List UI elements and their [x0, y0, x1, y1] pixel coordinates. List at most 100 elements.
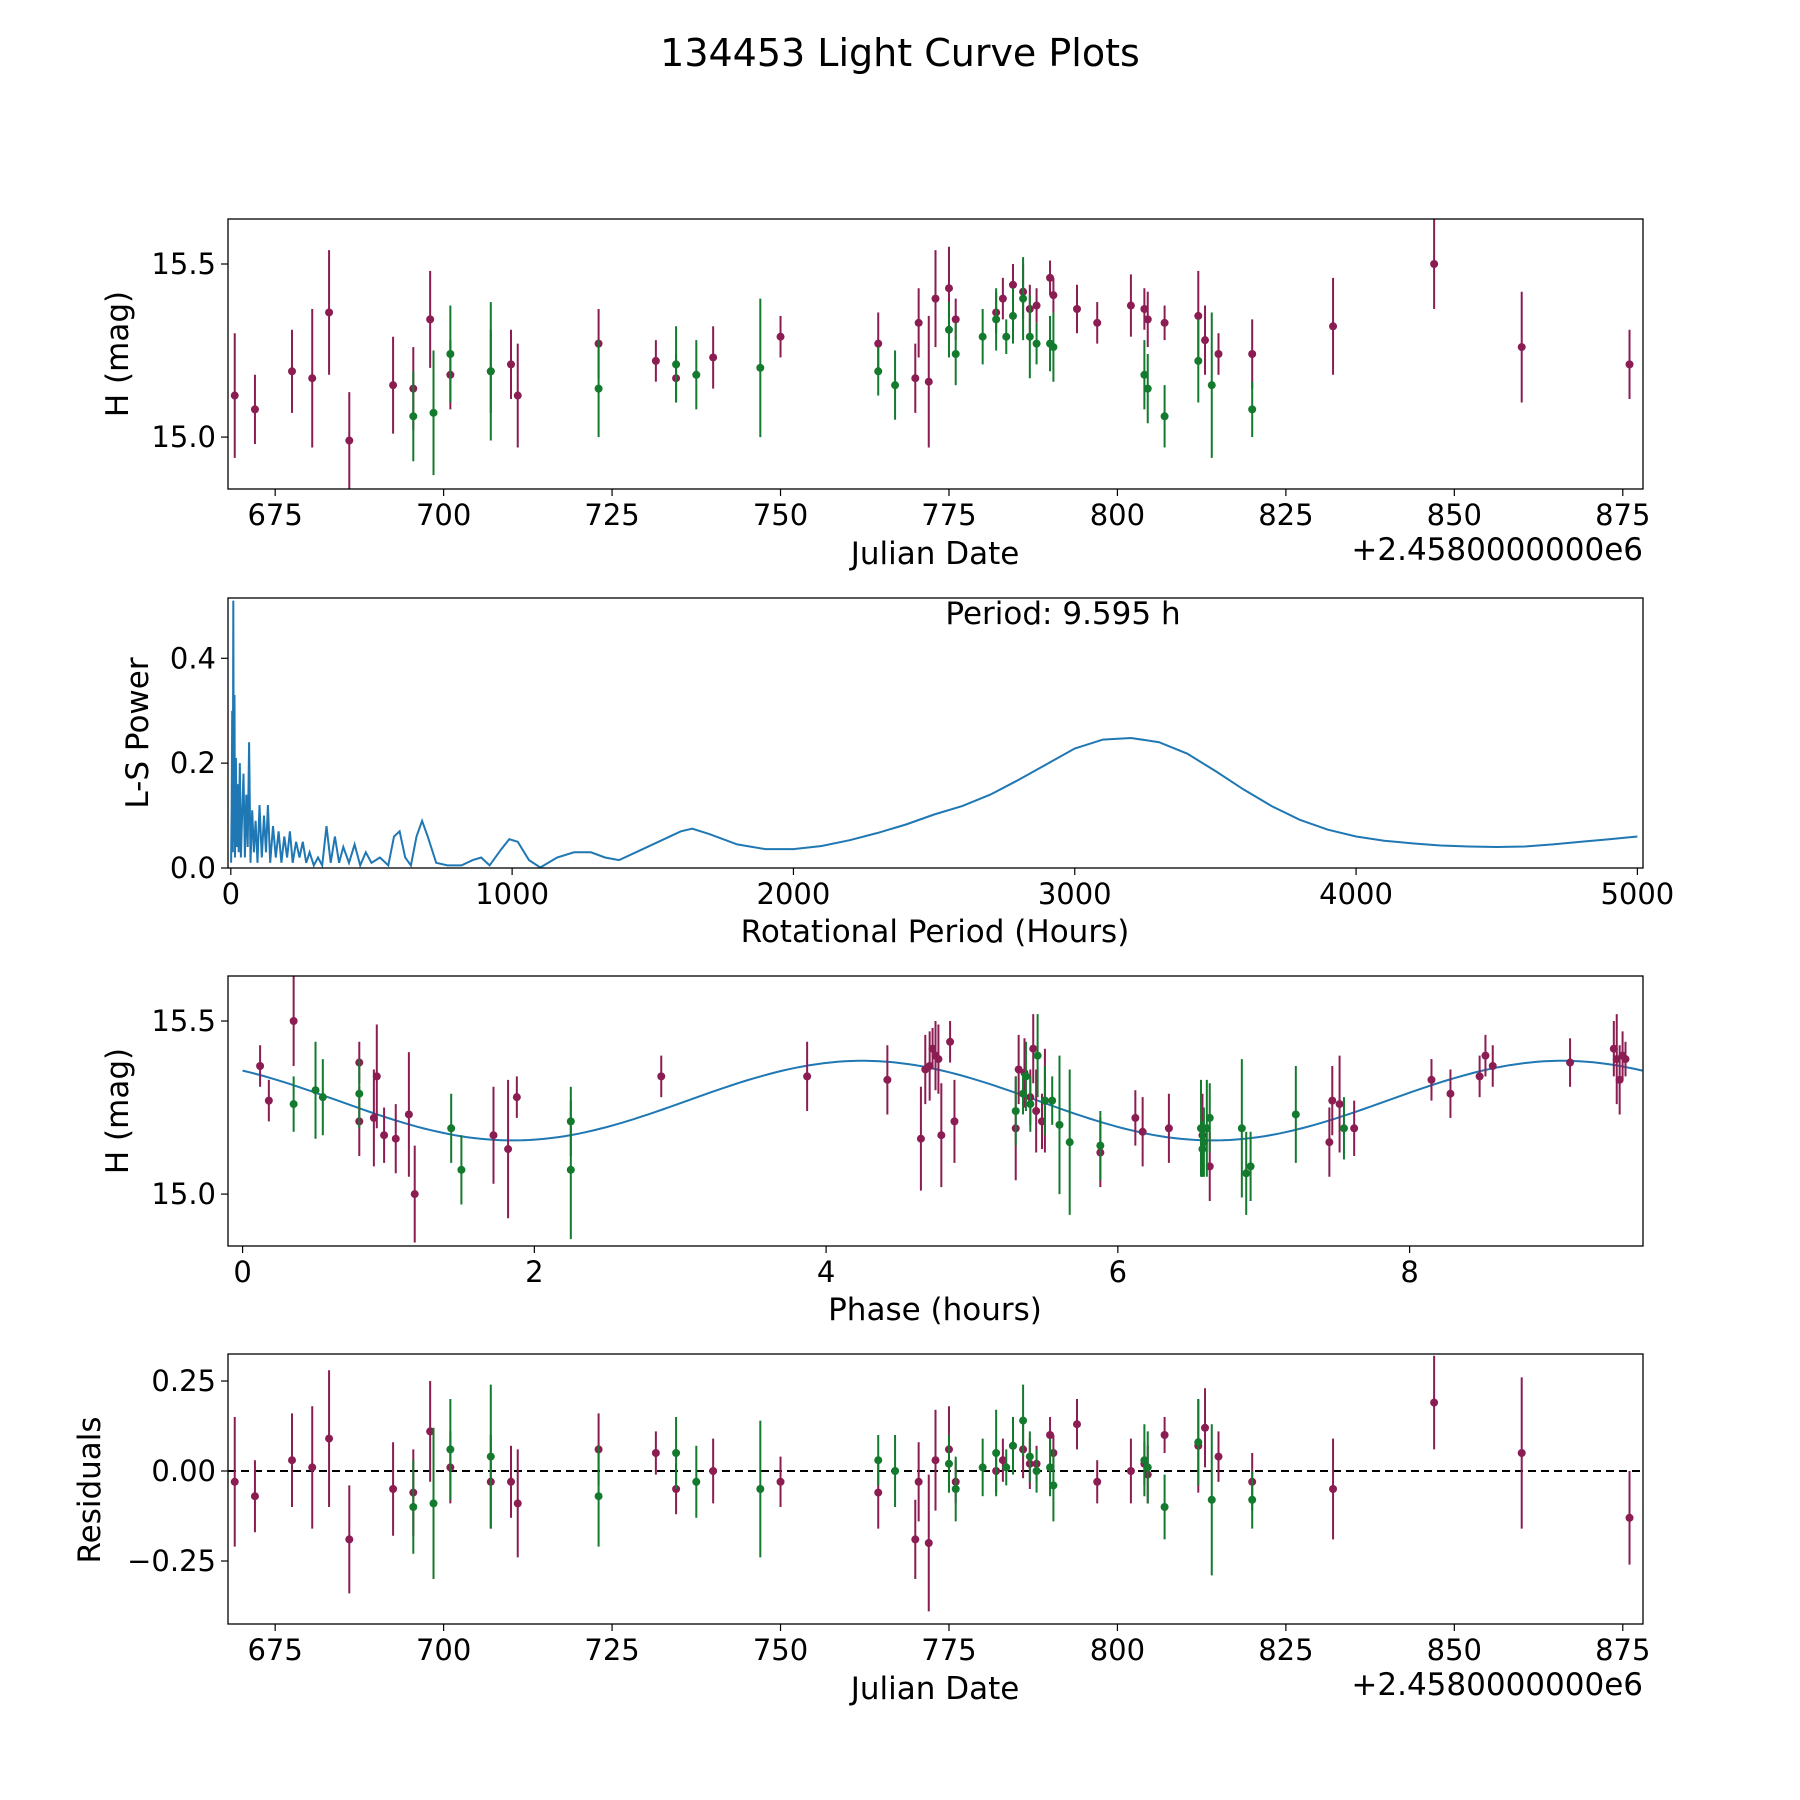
data-point	[410, 1190, 419, 1199]
data-point	[931, 1456, 940, 1465]
data-point	[404, 1110, 413, 1119]
data-point	[594, 1492, 603, 1501]
data-point	[1029, 1044, 1038, 1053]
data-point	[1008, 1441, 1017, 1450]
phase-fold-frame	[227, 975, 1644, 1247]
data-point	[1625, 360, 1634, 369]
x-tick-label: 800	[1090, 1633, 1145, 1667]
data-point	[992, 315, 1001, 324]
x-tick-label: 0	[233, 1255, 251, 1289]
x-tick-label: 2	[525, 1255, 543, 1289]
data-point	[1019, 1416, 1028, 1425]
data-point	[1481, 1051, 1490, 1060]
data-point	[355, 1089, 364, 1098]
x-tick-label: 775	[921, 498, 976, 532]
data-point	[950, 1117, 959, 1126]
data-point	[1160, 318, 1169, 327]
data-point	[1291, 1110, 1300, 1119]
data-point	[389, 1485, 398, 1493]
data-point	[308, 374, 317, 383]
data-point	[389, 381, 398, 390]
data-point	[891, 381, 900, 390]
data-point	[1048, 1096, 1057, 1105]
data-point	[916, 1134, 925, 1143]
data-point	[978, 332, 987, 341]
light-curve-frame	[227, 218, 1644, 490]
data-point	[951, 350, 960, 358]
periodogram-y-ticks: 0.0 0.2 0.4	[170, 641, 228, 885]
data-point	[692, 370, 701, 379]
light-curve-points	[230, 219, 1643, 489]
data-point	[756, 363, 765, 372]
data-point	[756, 1485, 765, 1493]
data-point	[1093, 318, 1102, 327]
data-point	[230, 391, 239, 400]
data-point	[1046, 1431, 1055, 1439]
data-point	[1194, 356, 1203, 365]
data-point	[1033, 1051, 1042, 1060]
data-point	[250, 1492, 259, 1501]
data-point	[507, 360, 515, 369]
data-point	[914, 318, 923, 327]
data-point	[1021, 1072, 1030, 1081]
data-point	[1131, 1113, 1140, 1122]
x-tick-label: 1000	[475, 877, 549, 911]
data-point	[372, 1072, 381, 1081]
residuals-points	[228, 1355, 1643, 1612]
residuals-offset-label: +2.4580000000e6	[1351, 1667, 1643, 1703]
x-tick-label: 6	[1109, 1255, 1127, 1289]
data-point	[1049, 1481, 1058, 1490]
data-point	[1014, 1065, 1023, 1074]
data-point	[874, 367, 883, 376]
phase-fold-x-ticks: 0 2 4 6 8	[233, 1246, 1419, 1289]
period-annotation: Period: 9.595 h	[945, 596, 1180, 632]
x-tick-label: 825	[1258, 1633, 1313, 1667]
data-point	[1126, 301, 1135, 310]
data-point	[891, 1467, 900, 1475]
data-point	[1214, 1452, 1223, 1461]
x-tick-label: 675	[247, 498, 302, 532]
data-point	[1517, 1449, 1526, 1457]
x-tick-label: 800	[1090, 498, 1145, 532]
data-point	[911, 1535, 920, 1544]
data-point	[1073, 1420, 1081, 1429]
data-point	[1055, 1120, 1064, 1129]
data-point	[1032, 1467, 1041, 1475]
data-point	[1160, 412, 1169, 421]
data-point	[1207, 381, 1216, 390]
x-tick-label: 5000	[1600, 877, 1674, 911]
data-point	[1194, 1438, 1203, 1447]
data-point	[325, 308, 334, 317]
data-point	[311, 1086, 320, 1095]
x-tick-label: 3000	[1038, 877, 1112, 911]
data-point	[944, 1459, 953, 1468]
data-point	[446, 1445, 455, 1454]
data-point	[1046, 273, 1055, 282]
data-point	[874, 1488, 883, 1497]
data-point	[1046, 1463, 1055, 1472]
data-point	[776, 1477, 785, 1486]
data-point	[1008, 311, 1017, 320]
x-tick-label: 4	[817, 1255, 835, 1289]
data-point	[1096, 1141, 1105, 1150]
data-point	[1430, 260, 1439, 268]
x-tick-label: 700	[416, 1633, 471, 1667]
periodogram-frame	[227, 597, 1644, 869]
data-point	[1143, 1463, 1152, 1472]
data-point	[380, 1131, 389, 1140]
data-point	[1194, 311, 1203, 320]
data-point	[1143, 384, 1152, 393]
phase-fold-x-label: Phase (hours)	[828, 1292, 1042, 1328]
x-tick-label: 875	[1595, 1633, 1650, 1667]
data-point	[651, 356, 660, 365]
x-tick-label: 2000	[757, 877, 831, 911]
data-point	[951, 1485, 960, 1493]
data-point	[409, 1503, 418, 1511]
data-point	[651, 1449, 660, 1457]
data-point	[1621, 1055, 1630, 1064]
data-point	[944, 284, 953, 293]
data-point	[934, 1055, 943, 1064]
data-point	[1160, 1431, 1169, 1439]
x-tick-label: 850	[1427, 1633, 1482, 1667]
data-point	[486, 367, 495, 376]
